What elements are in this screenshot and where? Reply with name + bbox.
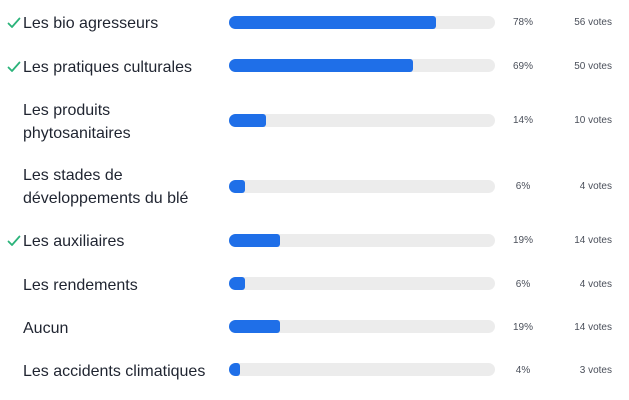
poll-option-percent: 78% [512,17,533,28]
poll-progress-track [229,180,495,193]
poll-progress-fill [229,16,437,29]
checkmark-icon [7,60,21,74]
poll-progress-fill [229,363,240,376]
poll-progress-fill [229,59,413,72]
poll-option-label: Les accidents climatiques [23,363,206,380]
checkmark-icon [7,16,21,30]
poll-progress-track [229,277,495,290]
poll-option-percent: 6% [515,181,531,192]
poll-option-label: Les bio agresseurs [23,15,159,32]
poll-progress-track [229,234,495,247]
poll-option-label: Les pratiques culturales [23,59,192,76]
poll-progress-track [229,16,495,29]
poll-progress-track [229,320,495,333]
poll-option-votes: 56 votes [574,17,612,28]
poll-option-percent: 69% [512,61,533,72]
poll-option-percent: 19% [512,235,533,246]
checkmark-icon [7,234,21,248]
poll-progress-fill [229,320,280,333]
poll-progress-fill [229,277,245,290]
poll-progress-track [229,114,495,127]
poll-option-percent: 14% [512,115,533,126]
poll-progress-fill [229,234,280,247]
poll-option-percent: 19% [512,322,533,333]
poll-option-percent: 4% [515,365,531,376]
poll-progress-track [229,363,495,376]
poll-option-label: Les rendements [23,277,138,294]
poll-option-label: Les produits phytosanitaires [23,102,131,142]
poll-option-votes: 14 votes [574,235,612,246]
poll-option-votes: 10 votes [574,115,612,126]
poll-option-votes: 14 votes [574,322,612,333]
poll-option-votes: 4 votes [579,181,612,192]
poll-option-label: Les stades de développements du blé [23,167,189,207]
poll-option-percent: 6% [515,279,531,290]
poll-option-votes: 4 votes [579,279,612,290]
poll-option-votes: 3 votes [579,365,612,376]
poll-option-votes: 50 votes [574,61,612,72]
poll-progress-fill [229,180,245,193]
poll-progress-fill [229,114,267,127]
poll-option-label: Les auxiliaires [23,233,125,250]
poll-option-label: Aucun [23,320,69,337]
poll-progress-track [229,59,495,72]
